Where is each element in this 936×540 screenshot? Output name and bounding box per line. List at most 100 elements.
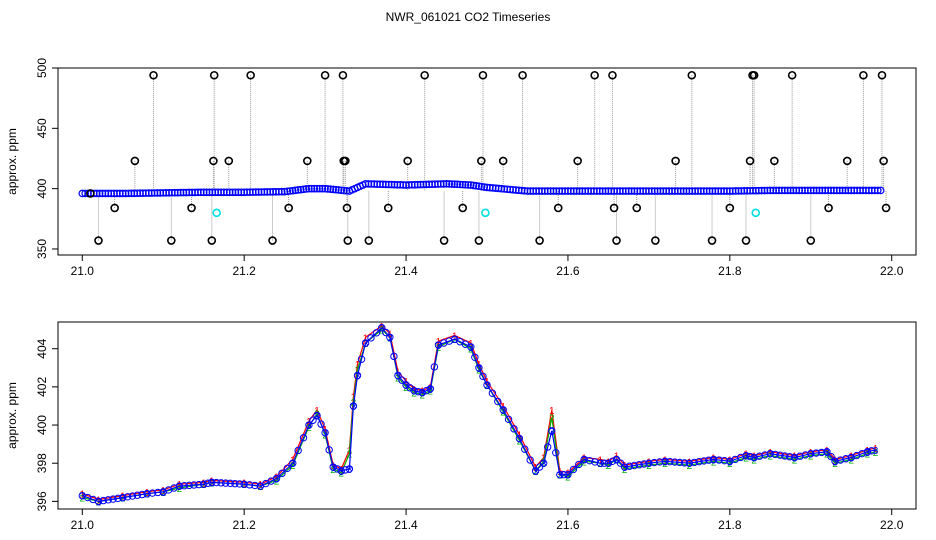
data-point [394,371,402,380]
data-point [297,185,305,194]
data-point [761,451,769,459]
outlier-point [573,156,582,166]
series-line-1 [82,325,876,501]
x-tick-label: 21.8 [718,264,742,278]
data-point [469,181,478,190]
data-point [332,185,340,194]
data-point [195,480,203,489]
series-marker-3: 3 [322,429,328,440]
data-point [841,186,850,195]
data-point [796,452,804,460]
outlier-point [787,70,797,80]
x-tick-label: 21.2 [232,518,256,532]
data-point [257,188,266,196]
data-point [448,180,456,188]
series-marker-2: 2 [160,488,166,499]
series-marker-3: 3 [363,339,369,350]
data-point [709,455,718,464]
data-point [876,186,885,195]
data-point [104,189,113,198]
data-point [775,186,783,195]
data-point [587,187,595,195]
data-point [170,188,179,197]
series-marker-3: 3 [581,455,587,466]
y-tick-label: 404 [35,338,49,358]
outlier-point [725,203,735,213]
data-point [521,445,529,453]
series-marker-2: 2 [144,490,150,501]
series-marker-1: 1 [290,455,296,466]
outlier-point [806,236,816,245]
series-marker-3: 3 [484,381,490,392]
series-marker-3: 3 [241,480,247,491]
outlier-point [535,236,544,245]
data-point [596,459,605,467]
data-point [532,187,540,195]
data-point [109,495,117,503]
data-point [254,188,263,196]
series-marker-2: 2 [614,455,620,466]
series-marker-3: 3 [662,457,668,468]
data-point [697,187,705,195]
data-point [221,479,230,487]
data-point [99,496,108,505]
outlier-point [651,236,660,245]
data-point [144,189,153,197]
data-point [705,187,714,195]
data-point [413,180,422,189]
series-marker-3: 3 [824,448,830,459]
data-point [749,186,757,195]
data-point [305,184,313,193]
outlier-point [842,156,852,166]
series-marker-1: 1 [533,463,539,474]
data-point [731,187,740,195]
data-point [278,469,286,478]
data-point [569,465,578,474]
data-point [127,189,136,198]
outlier-point [167,236,176,245]
data-point [367,180,376,188]
data-point [364,180,373,188]
outlier-point [209,156,218,166]
data-point [823,448,831,456]
data-point [757,186,766,195]
series-marker-2: 2 [557,471,563,482]
data-point [676,187,685,195]
series-marker-1: 1 [484,377,490,388]
series-marker-2: 2 [209,478,215,489]
data-point [616,459,625,467]
data-point [353,371,362,380]
series-marker-3: 3 [339,467,345,478]
x-tick-label: 21.4 [394,518,418,532]
data-point [720,456,729,465]
data-point [633,187,642,195]
cyan-point [212,208,221,218]
data-point [217,479,225,487]
chart-title: NWR_061021 CO2 Timeseries [385,10,551,24]
outlier-point [590,70,599,80]
data-point [226,479,234,488]
data-point [428,180,436,189]
data-point [812,449,820,457]
data-point [123,493,132,501]
data-point [414,387,422,396]
data-point [340,186,348,195]
data-point [245,481,254,489]
data-point [807,449,815,458]
data-point [159,189,168,197]
series-marker-3: 3 [711,455,717,466]
data-point [373,180,381,188]
data-point [121,189,130,198]
data-point [520,186,529,195]
data-point [544,443,552,451]
data-point [275,187,283,196]
data-point [251,481,259,490]
series-marker-3: 3 [557,471,563,482]
data-point [214,188,222,197]
data-point [156,189,165,197]
data-point [480,183,489,191]
data-point [237,188,246,197]
data-point [269,188,277,196]
data-point [180,482,188,490]
